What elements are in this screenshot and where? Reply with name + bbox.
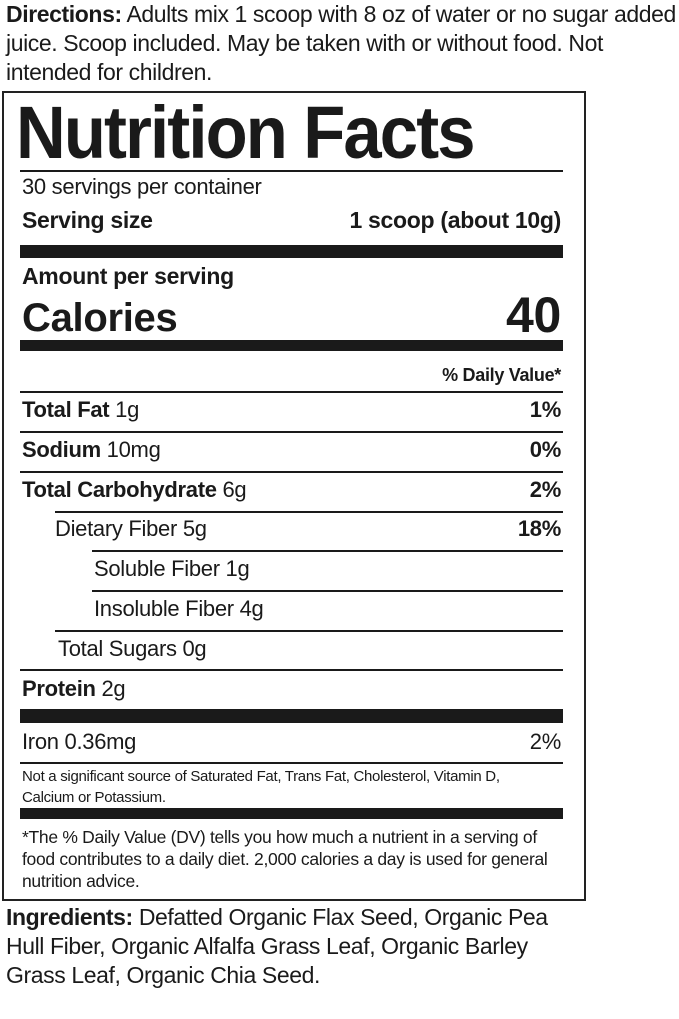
divider bbox=[20, 762, 563, 764]
divider bbox=[55, 630, 563, 632]
nutrient-name: Soluble Fiber 1g bbox=[94, 556, 250, 581]
serving-size-row: Serving size 1 scoop (about 10g) bbox=[22, 207, 561, 233]
nutrient-dv: 18% bbox=[517, 516, 561, 541]
nutrient-name: Total Fat bbox=[22, 397, 110, 422]
nutrient-name: Dietary Fiber 5g bbox=[55, 516, 207, 541]
calories-value: 40 bbox=[505, 287, 561, 343]
dv-header-text: % Daily Value* bbox=[442, 365, 561, 385]
nutrient-row-soluble-fiber: Soluble Fiber 1g bbox=[22, 556, 561, 582]
daily-value-footnote: *The % Daily Value (DV) tells you how mu… bbox=[22, 827, 548, 891]
divider bbox=[92, 550, 563, 552]
nutrient-amount: 2g bbox=[95, 676, 126, 701]
nutrient-row-insoluble-fiber: Insoluble Fiber 4g bbox=[22, 596, 561, 622]
nutrient-name: Total Sugars 0g bbox=[58, 636, 207, 661]
divider bbox=[92, 590, 563, 592]
nutrient-dv: 1% bbox=[529, 397, 562, 422]
servings-per-container: 30 servings per container bbox=[22, 174, 561, 200]
nutrient-dv: 0% bbox=[529, 437, 562, 462]
nutrient-amount: 1g bbox=[109, 397, 140, 422]
servings-text: 30 servings per container bbox=[22, 174, 262, 199]
nutrient-amount: 10mg bbox=[100, 437, 161, 462]
nutrient-dv: 2% bbox=[529, 729, 562, 754]
serving-size-value: 1 scoop (about 10g) bbox=[349, 207, 561, 233]
nutrient-row-total-sugars: Total Sugars 0g bbox=[22, 636, 561, 662]
nutrition-facts-title: Nutrition Facts bbox=[16, 91, 476, 174]
directions-text: Adults mix 1 scoop with 8 oz of water or… bbox=[6, 1, 676, 85]
nutrient-row-protein: Protein 2g bbox=[22, 676, 561, 702]
amount-per-serving: Amount per serving bbox=[22, 263, 561, 289]
nutrient-row-iron: Iron 0.36mg 2% bbox=[22, 729, 561, 755]
nutrient-row-dietary-fiber: Dietary Fiber 5g 18% bbox=[22, 516, 561, 542]
divider bbox=[20, 471, 563, 473]
nutrient-amount: 6g bbox=[216, 477, 247, 502]
calories-row: Calories 40 bbox=[22, 290, 561, 340]
nutrient-row-sodium: Sodium 10mg 0% bbox=[22, 437, 561, 463]
ingredients: Ingredients: Defatted Organic Flax Seed,… bbox=[6, 903, 576, 990]
serving-size-label: Serving size bbox=[22, 207, 153, 233]
divider bbox=[20, 669, 563, 671]
not-significant-note: Not a significant source of Saturated Fa… bbox=[22, 768, 500, 806]
calories-label: Calories bbox=[22, 296, 178, 340]
divider bbox=[20, 391, 563, 393]
divider bbox=[20, 170, 563, 172]
ingredients-label: Ingredients: bbox=[6, 904, 133, 930]
ingredients-text: Defatted Organic Flax Seed, Organic Pea … bbox=[6, 904, 548, 988]
directions-label: Directions: bbox=[6, 1, 122, 27]
thick-divider bbox=[20, 340, 563, 351]
amount-per-serving-label: Amount per serving bbox=[22, 263, 234, 289]
nutrient-name: Iron 0.36mg bbox=[22, 729, 137, 754]
nutrient-row-total-carbohydrate: Total Carbohydrate 6g 2% bbox=[22, 477, 561, 503]
daily-value-header: % Daily Value* bbox=[22, 362, 561, 388]
nutrient-row-total-fat: Total Fat 1g 1% bbox=[22, 397, 561, 423]
thick-divider bbox=[20, 709, 563, 723]
thick-divider bbox=[20, 808, 563, 819]
thick-divider bbox=[20, 245, 563, 258]
divider bbox=[20, 431, 563, 433]
divider bbox=[55, 511, 563, 513]
nutrient-name: Protein bbox=[22, 676, 96, 701]
nutrient-dv: 2% bbox=[529, 477, 562, 502]
nutrient-name: Total Carbohydrate bbox=[22, 477, 217, 502]
nutrient-name: Insoluble Fiber 4g bbox=[94, 596, 264, 621]
directions: Directions: Adults mix 1 scoop with 8 oz… bbox=[6, 0, 676, 87]
nutrition-facts-panel: Nutrition Facts 30 servings per containe… bbox=[2, 91, 586, 901]
nutrient-name: Sodium bbox=[22, 437, 101, 462]
